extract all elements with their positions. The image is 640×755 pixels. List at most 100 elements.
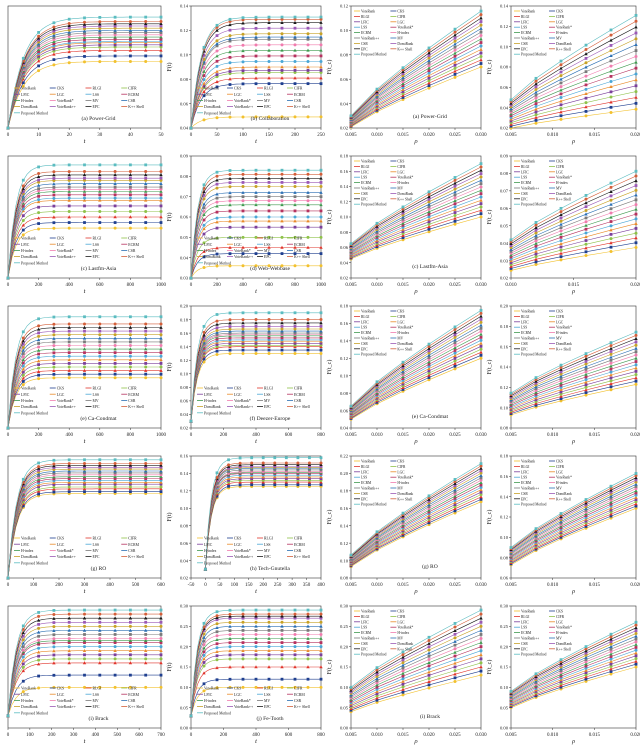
series-point (202, 223, 206, 227)
series-point (67, 465, 71, 469)
series-line (350, 468, 482, 557)
series-point (634, 500, 638, 504)
series-point (267, 43, 271, 47)
series-point (215, 196, 219, 200)
series-point (534, 90, 538, 94)
series-point (67, 163, 71, 167)
series-point (534, 547, 538, 551)
series-point (267, 677, 271, 681)
series-point (37, 352, 40, 356)
series-point (241, 18, 245, 22)
series-point (83, 226, 86, 230)
series-point (261, 468, 265, 472)
series-point (254, 641, 258, 645)
series-line (510, 384, 637, 416)
series-line (510, 630, 637, 695)
series-point (479, 311, 483, 315)
series-point (228, 649, 232, 653)
legend-label: ECRM (128, 243, 139, 247)
series-point (306, 324, 310, 328)
legend-label: LGC (234, 243, 242, 247)
series-point (306, 82, 310, 86)
series-point (144, 347, 148, 351)
series-line (510, 371, 637, 410)
series-point (584, 671, 588, 675)
series-point (559, 226, 563, 230)
series-point (159, 351, 163, 355)
series-line (510, 649, 637, 702)
series-line (350, 14, 482, 117)
legend-label: Proposed Method (21, 261, 48, 265)
series-point (479, 9, 483, 13)
series-point (401, 663, 405, 667)
series-point (67, 641, 71, 645)
legend-label: LFIC (204, 693, 213, 697)
series-point (83, 376, 86, 380)
y-axis-label: F(t_c) (326, 510, 333, 525)
legend-label: H-index (556, 631, 568, 635)
series-point (113, 54, 117, 58)
series-point (241, 82, 245, 86)
series-point (144, 358, 148, 362)
series-point (228, 612, 232, 616)
series-point (584, 503, 588, 507)
series-point (113, 173, 117, 177)
legend-label: CIFR (294, 387, 303, 391)
series-point (453, 500, 457, 504)
series-point (280, 59, 284, 63)
y-tick-label: 0.16 (340, 506, 349, 511)
legend-label: H-index (204, 549, 217, 553)
series-point (609, 211, 613, 215)
series-point (401, 217, 405, 221)
series-point (375, 666, 379, 670)
series-line (510, 652, 637, 703)
y-tick-label: 0.12 (180, 489, 189, 494)
series-point (144, 336, 148, 340)
series-point (267, 32, 271, 36)
series-point (241, 318, 245, 322)
series-point (634, 60, 638, 64)
series-line (510, 494, 637, 559)
series-point (159, 31, 163, 35)
series-point (21, 348, 25, 352)
y-tick-label: 0.12 (340, 199, 349, 204)
series-point (453, 190, 457, 194)
series-point (293, 657, 297, 661)
legend-label: ECRM (521, 181, 532, 185)
series-point (159, 477, 163, 480)
series-point (534, 401, 538, 405)
series-point (284, 483, 288, 487)
series-point (584, 522, 588, 526)
series-point (453, 211, 457, 214)
series-point (98, 685, 102, 689)
series-point (52, 490, 56, 494)
legend-label: ECRM (294, 243, 305, 247)
legend-label: EPC (361, 47, 368, 51)
plot-frame (7, 605, 162, 729)
series-point (306, 115, 310, 119)
series-point (21, 197, 25, 201)
series-point (427, 353, 431, 357)
legend-label: RLGI (93, 537, 103, 541)
x-tick-label: 400 (65, 283, 73, 288)
series-point (36, 359, 41, 363)
series-point (401, 364, 405, 368)
series-point (609, 655, 613, 659)
legend-label: VoteRank (361, 10, 375, 14)
series-point (534, 98, 538, 103)
series-point (584, 246, 588, 250)
series-point (453, 72, 457, 76)
series-point (534, 96, 538, 100)
series-point (401, 669, 405, 673)
series-point (584, 364, 588, 368)
series-point (427, 230, 431, 234)
series-line (350, 316, 482, 409)
series-point (37, 487, 41, 491)
y-tick-label: 0.16 (340, 169, 349, 174)
series-point (319, 59, 323, 63)
legend-label: DomiRank (21, 255, 38, 259)
x-tick-label: 0.015 (589, 433, 601, 438)
series-point (609, 220, 613, 223)
series-point (113, 60, 117, 64)
